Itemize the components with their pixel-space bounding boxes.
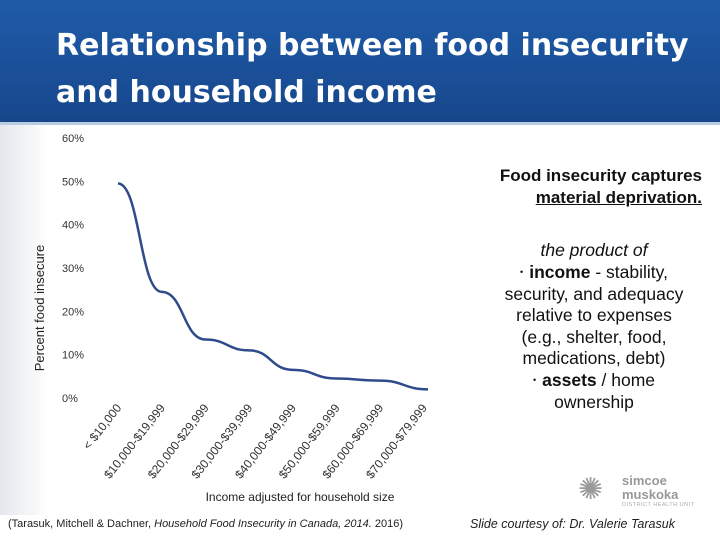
logo-text-muskoka: muskoka [622, 487, 679, 502]
logo-text-simcoe: simcoe [622, 473, 667, 488]
slide-courtesy: Slide courtesy of: Dr. Valerie Tarasuk [470, 517, 675, 531]
bullet-assets-text2: ownership [554, 391, 634, 412]
simcoe-muskoka-logo: ✺ simcoe muskoka DISTRICT HEALTH UNIT [578, 473, 713, 513]
slide-title: Relationship between food insecurity and… [56, 22, 696, 116]
x-axis-ticks: < $10,000$10,000-$19,999$20,000-$29,999$… [80, 401, 430, 481]
bullet-glyph: • [532, 375, 537, 386]
y-tick-label: 0% [62, 393, 78, 405]
series-group [117, 182, 429, 391]
bullet-assets-text1: / home [596, 369, 656, 390]
bullet-income-text2: security, and adequacy [504, 283, 684, 304]
y-tick-label: 10% [62, 350, 84, 362]
intro-text: the product of [540, 240, 648, 260]
right-body: the product of • income - stability, secu… [478, 240, 710, 413]
y-axis-ticks: 0% 10% 20% 30% 40% 50% 60% [62, 133, 84, 405]
bullet-glyph: • [520, 267, 524, 278]
series-line [117, 182, 429, 391]
citation: (Tarasuk, Mitchell & Dachner, Household … [8, 518, 403, 530]
y-tick-label: 20% [62, 306, 84, 318]
bullet-income-bold: income [529, 261, 591, 282]
citation-prefix: (Tarasuk, Mitchell & Dachner, [8, 518, 155, 530]
bullet-income: • income - stability, [478, 262, 710, 284]
bullet-income-text5: medications, debt) [522, 348, 666, 369]
x-axis-label: Income adjusted for household size [205, 490, 395, 504]
y-tick-label: 60% [62, 133, 84, 145]
right-heading-line2: material deprivation. [535, 188, 702, 207]
chart-side-panel [0, 125, 48, 515]
x-tick-label: < $10,000 [80, 401, 124, 452]
citation-suffix: 2016) [371, 518, 404, 530]
stylized-people-sun-icon: ✺ [578, 473, 604, 506]
y-axis-label: Percent food insecure [32, 245, 47, 371]
y-tick-label: 40% [62, 220, 84, 232]
bullet-income-text1: - stability, [590, 261, 668, 282]
bullet-assets: • assets / home [478, 370, 710, 392]
slide-title-line2: and household income [56, 75, 437, 110]
right-heading-line1: Food insecurity captures [499, 166, 702, 185]
y-tick-label: 30% [62, 263, 84, 275]
right-heading: Food insecurity captures material depriv… [440, 165, 702, 209]
slide-title-line1: Relationship between food insecurity [56, 28, 689, 63]
bullet-income-text4: (e.g., shelter, food, [521, 326, 667, 347]
bullet-income-text3: relative to expenses [516, 305, 672, 326]
citation-title: Household Food Insecurity in Canada, 201… [154, 518, 372, 530]
title-banner: Relationship between food insecurity and… [0, 0, 720, 125]
logo-text-dhu: DISTRICT HEALTH UNIT [622, 502, 695, 508]
y-tick-label: 50% [62, 176, 84, 188]
bullet-assets-bold: assets [542, 369, 597, 390]
